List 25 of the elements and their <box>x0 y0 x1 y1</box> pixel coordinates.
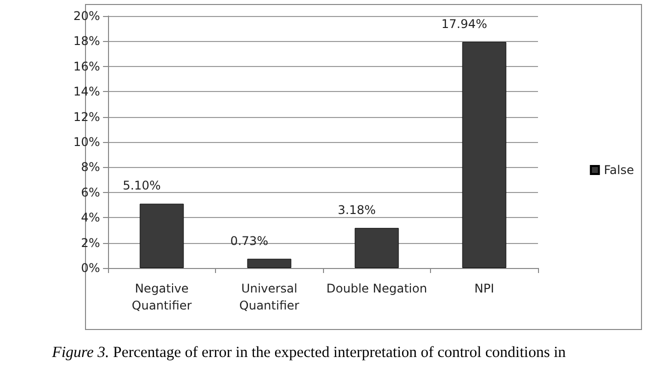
x-tick-label: NPI <box>474 282 494 296</box>
bar <box>462 42 506 268</box>
x-tick-label: Universal Quantifier <box>239 282 300 312</box>
legend-label: False <box>604 163 634 177</box>
data-label: 17.94% <box>441 16 488 31</box>
y-tick-label: 20% <box>73 9 100 23</box>
data-label: 5.10% <box>122 178 161 193</box>
y-tick-label: 16% <box>73 59 100 74</box>
y-tick-label: 0% <box>80 261 100 275</box>
bar <box>140 204 184 268</box>
y-tick-label: 14% <box>73 84 100 99</box>
data-label: 0.73% <box>230 234 268 248</box>
y-tick-label: 12% <box>73 110 100 124</box>
bar <box>247 258 292 268</box>
x-tick-label: Negative Quantifier <box>132 282 192 312</box>
y-tick-label: 2% <box>80 236 100 250</box>
x-tick-label: Double Negation <box>326 282 428 296</box>
caption: Figure 3. Percentage of error in the expected interpretation of control conditions in <box>52 344 567 362</box>
y-tick-label: 18% <box>73 34 100 48</box>
y-tick-label: 4% <box>80 210 100 225</box>
data-label: 3.18% <box>338 202 376 217</box>
bar <box>354 228 399 268</box>
y-tick-label: 6% <box>80 185 100 200</box>
y-tick-label: 8% <box>80 160 100 174</box>
y-tick-label: 10% <box>73 135 100 149</box>
